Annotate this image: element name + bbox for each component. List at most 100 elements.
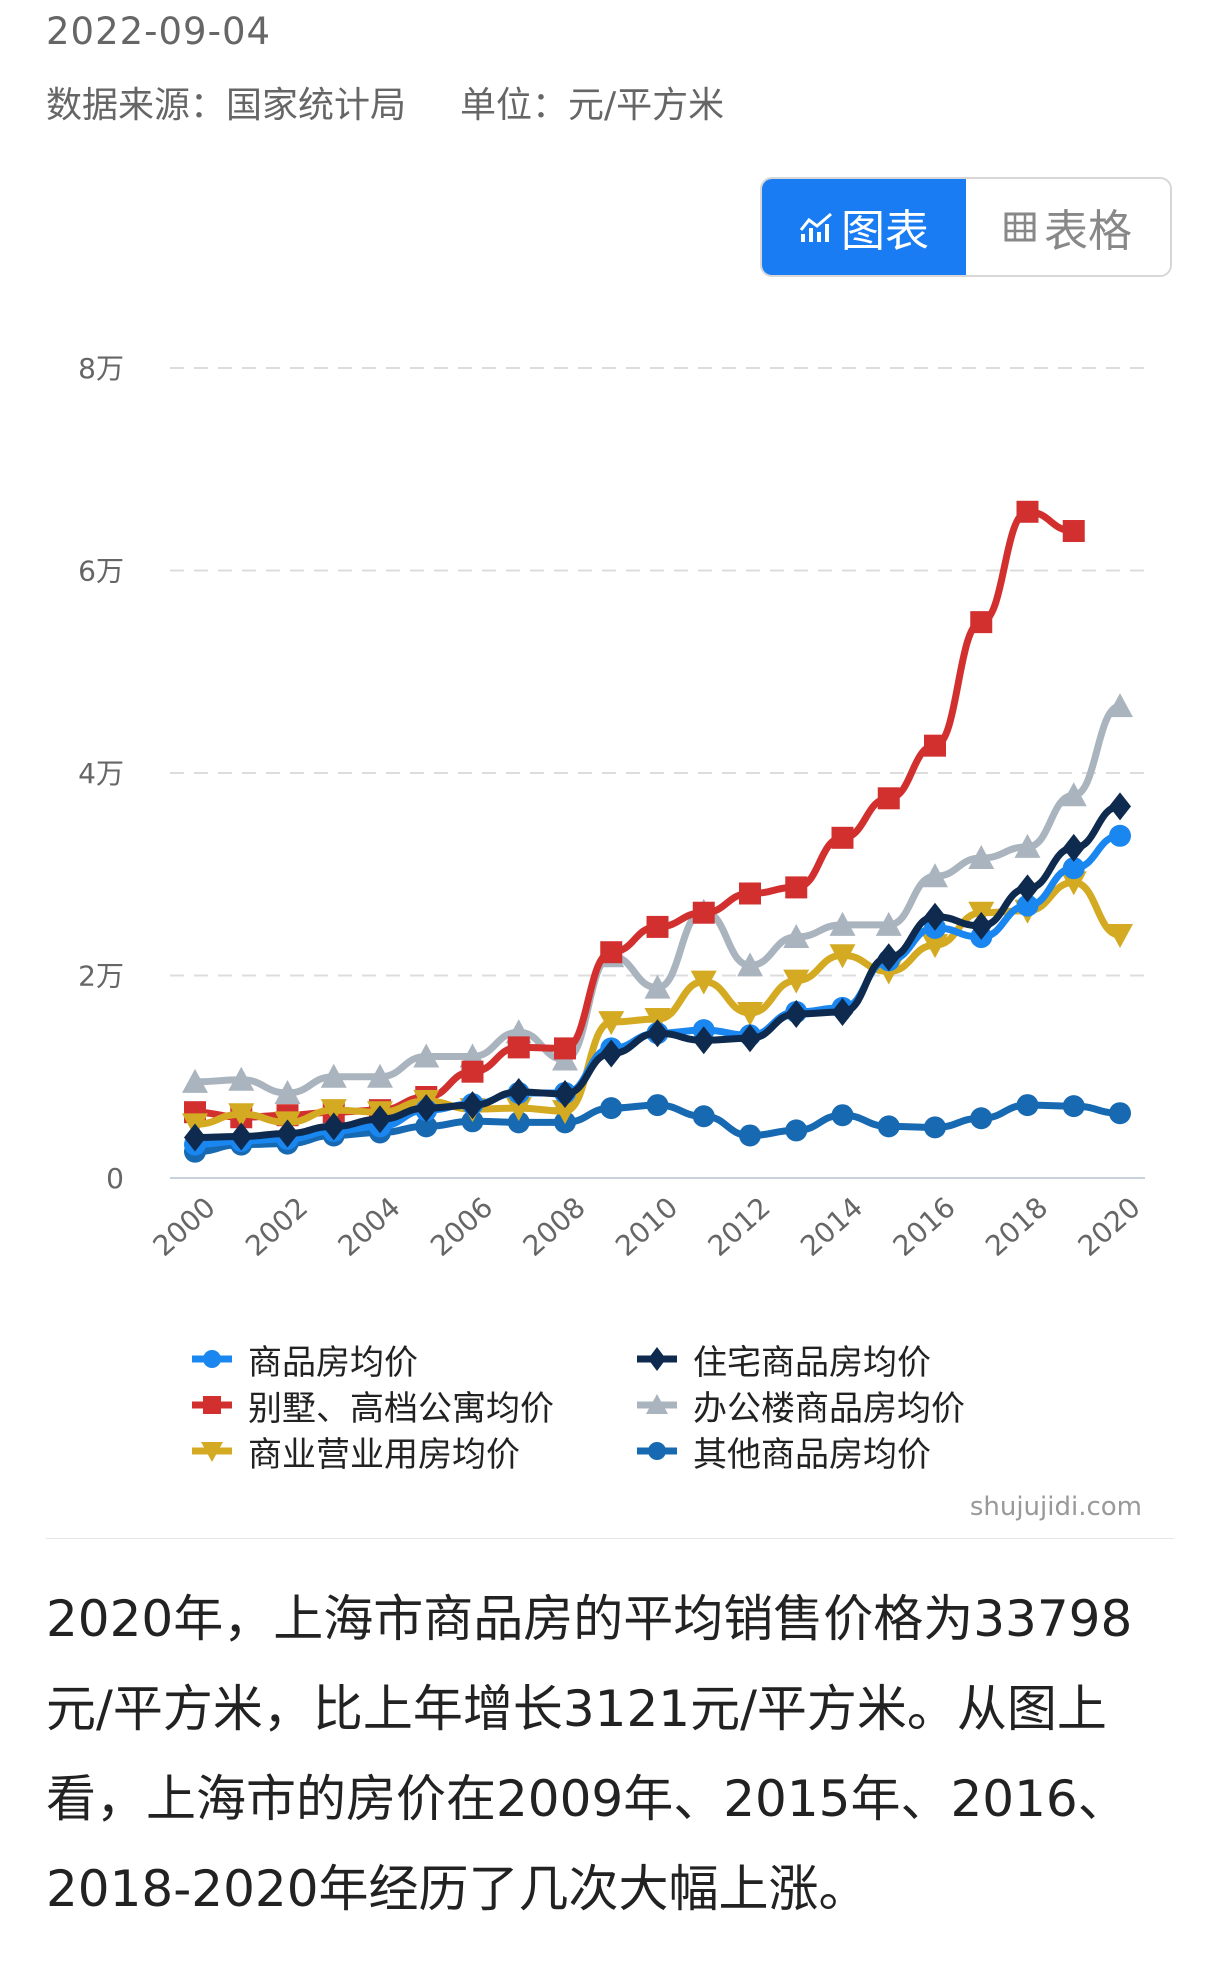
x-tick-label: 2014 (794, 1191, 869, 1263)
data-point (1062, 857, 1085, 880)
data-point (274, 1079, 301, 1104)
legend-item[interactable]: 商业营业用房均价 (190, 1430, 635, 1475)
data-point (230, 1122, 253, 1151)
data-point (785, 1119, 808, 1142)
data-point (507, 1036, 530, 1059)
x-tick-label: 2004 (332, 1191, 407, 1263)
data-point (924, 1116, 946, 1139)
data-point (644, 974, 671, 999)
data-point (413, 1043, 440, 1068)
data-point (1016, 894, 1039, 917)
tab-chart-label: 图表 (841, 206, 929, 257)
y-tick-label: 8万 (78, 352, 124, 385)
data-point (1016, 1094, 1039, 1117)
data-point (922, 863, 948, 888)
data-point (320, 1063, 347, 1088)
data-point (1109, 792, 1131, 821)
data-point (598, 1011, 625, 1036)
data-point (184, 1123, 206, 1152)
legend-swatch (192, 1396, 232, 1414)
legend-swatch (637, 1347, 677, 1371)
x-tick-label: 2006 (424, 1191, 499, 1263)
data-point (692, 1105, 715, 1128)
data-point (924, 902, 946, 931)
data-point (739, 882, 761, 905)
data-point (1060, 782, 1087, 807)
data-point (461, 1060, 484, 1083)
data-point (1062, 520, 1085, 543)
data-point (1107, 924, 1133, 948)
data-point (1016, 874, 1039, 903)
data-point (783, 969, 810, 994)
series-line-5 (194, 878, 1121, 1128)
data-point (1014, 833, 1041, 858)
data-point (646, 915, 669, 938)
data-point (877, 787, 900, 810)
watermark: shujujidi.com (969, 1492, 1142, 1522)
data-point (692, 1026, 715, 1055)
legend-label: 商品房均价 (248, 1342, 418, 1383)
publish-date: 2022-09-04 (46, 10, 272, 53)
view-toggle: 图表 表格 (760, 177, 1172, 277)
data-point (877, 943, 900, 972)
divider (46, 1538, 1174, 1539)
data-point (875, 911, 902, 936)
data-point (1016, 500, 1039, 523)
legend-item[interactable]: 别墅、高档公寓均价 (190, 1384, 635, 1429)
chart-icon (799, 212, 833, 242)
chart-legend: 商品房均价 住宅商品房均价别墅、高档公寓均价 办公楼商品房均价商业营业用房均价 其他商… (190, 1338, 1090, 1475)
data-point (785, 876, 808, 899)
data-point (600, 941, 623, 964)
data-point (552, 1100, 578, 1125)
table-icon (1004, 212, 1036, 242)
data-point (783, 924, 810, 949)
x-tick-label: 2000 (147, 1191, 222, 1263)
data-point (970, 911, 993, 940)
meta-row: 数据来源：国家统计局 单位：元/平方米 (46, 76, 724, 128)
x-tick-label: 2002 (239, 1191, 314, 1263)
x-tick-label: 2008 (517, 1191, 592, 1263)
data-point (1107, 693, 1133, 718)
y-tick-label: 6万 (78, 555, 124, 588)
legend-swatch (637, 1442, 677, 1460)
legend-label: 其他商品房均价 (693, 1434, 931, 1475)
data-point (831, 826, 854, 849)
tab-table[interactable]: 表格 (966, 179, 1170, 275)
y-tick-label: 0 (106, 1162, 124, 1195)
data-point (228, 1066, 255, 1091)
data-point (415, 1094, 438, 1123)
data-point (600, 1097, 623, 1120)
x-tick-label: 2018 (979, 1191, 1054, 1263)
y-tick-label: 2万 (78, 960, 124, 993)
data-point (737, 952, 763, 977)
data-point (829, 944, 856, 969)
data-point (507, 1111, 530, 1134)
legend-item[interactable]: 商品房均价 (190, 1338, 635, 1383)
data-point (276, 1119, 299, 1148)
x-tick-label: 2010 (609, 1191, 684, 1263)
data-point (739, 1124, 761, 1147)
legend-item[interactable]: 办公楼商品房均价 (635, 1384, 1080, 1429)
data-point (182, 1068, 208, 1093)
x-tick-label: 2012 (702, 1191, 777, 1263)
tab-chart[interactable]: 图表 (762, 179, 966, 275)
data-point (968, 845, 995, 870)
x-tick-label: 2016 (887, 1191, 962, 1263)
data-point (924, 734, 946, 757)
x-tick-label: 2020 (1072, 1191, 1147, 1263)
legend-label: 别墅、高档公寓均价 (248, 1388, 554, 1429)
tab-table-label: 表格 (1044, 206, 1132, 257)
data-point (1062, 833, 1085, 862)
legend-swatch (637, 1394, 677, 1414)
data-point (877, 1115, 900, 1138)
legend-item[interactable]: 其他商品房均价 (635, 1430, 1080, 1475)
data-point (970, 611, 993, 634)
data-point (692, 901, 715, 924)
data-point (646, 1094, 669, 1117)
legend-item[interactable]: 住宅商品房均价 (635, 1338, 1080, 1383)
legend-label: 办公楼商品房均价 (693, 1388, 965, 1429)
legend-label: 商业营业用房均价 (248, 1434, 520, 1475)
legend-swatch (192, 1442, 232, 1462)
data-point (367, 1063, 393, 1088)
